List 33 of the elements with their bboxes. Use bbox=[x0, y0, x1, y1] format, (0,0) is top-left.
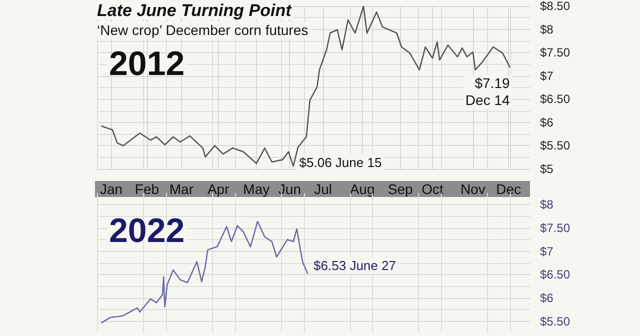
annotation: $6.53 June 27 bbox=[312, 257, 398, 274]
x-tick-label: Mar bbox=[169, 181, 194, 197]
annotation: $5.06 June 15 bbox=[297, 154, 384, 172]
x-tick-label: Jul bbox=[314, 181, 332, 197]
y-tick-label: $7.50 bbox=[540, 46, 570, 60]
x-tick-label: Feb bbox=[134, 181, 160, 197]
x-tick-label: Apr bbox=[207, 181, 230, 197]
y-tick-label: $5.50 bbox=[540, 138, 570, 153]
x-tick-label: Nov bbox=[460, 181, 486, 197]
x-tick-label: Jun bbox=[278, 181, 301, 197]
y-tick-label: $8 bbox=[540, 198, 554, 212]
annotation: 2022 bbox=[108, 212, 186, 250]
x-tick-label: Oct bbox=[422, 181, 444, 197]
y-tick-label: $6 bbox=[540, 115, 554, 130]
x-tick-label: May bbox=[243, 181, 270, 197]
y-tick-label: $6.50 bbox=[540, 268, 570, 282]
y-tick-label: $5 bbox=[540, 162, 554, 176]
y-tick-label: $6.50 bbox=[540, 92, 570, 106]
annotation: $7.19 Dec 14 bbox=[463, 75, 512, 109]
y-tick-label: $7.50 bbox=[540, 221, 570, 235]
text: ‘New crop’ December corn futures bbox=[95, 22, 310, 39]
y-tick-label: $5.50 bbox=[540, 314, 570, 328]
y-tick-label: $8 bbox=[540, 22, 554, 36]
x-tick-label: Sep bbox=[388, 181, 413, 197]
x-tick-label: Aug bbox=[350, 181, 375, 197]
y-tick-label: $6 bbox=[540, 291, 554, 305]
chart-title: Late June Turning Point bbox=[95, 1, 294, 20]
y-tick-label: $7 bbox=[540, 244, 554, 258]
y-tick-label: $7 bbox=[540, 68, 554, 83]
annotation: 2012 bbox=[108, 45, 186, 83]
y-tick-label: $8.50 bbox=[540, 0, 570, 13]
x-tick-label: Jan bbox=[100, 181, 123, 197]
x-tick-label: Dec bbox=[496, 181, 522, 197]
